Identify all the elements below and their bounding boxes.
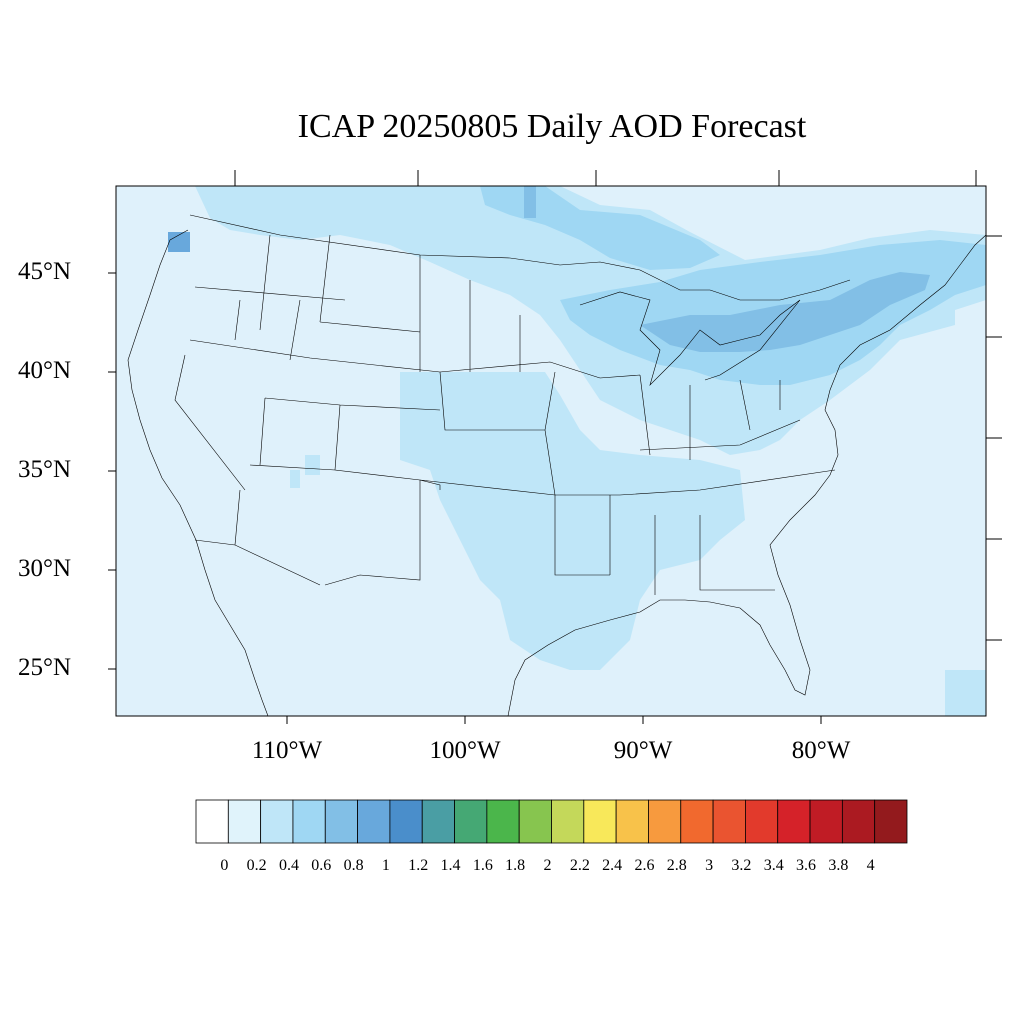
- great-lakes: [579, 291, 801, 387]
- colorbar-label: 1: [381, 857, 390, 874]
- colorbar-label: 3.8: [828, 857, 849, 874]
- colorbar-label: 2.8: [666, 857, 687, 874]
- colorbar-swatch: [421, 799, 455, 844]
- aod-band-core: [640, 272, 930, 352]
- colorbar-swatch: [615, 799, 649, 844]
- colorbar-label: 0.2: [246, 857, 267, 874]
- lon-label-110w: 110°W: [251, 737, 323, 764]
- colorbar-swatch: [809, 799, 843, 844]
- colorbar-swatch: [227, 799, 262, 844]
- lon-label-90w: 90°W: [613, 737, 673, 764]
- colorbar-swatch: [712, 799, 746, 844]
- colorbar-swatch: [518, 799, 552, 844]
- colorbar-label: 0.4: [278, 857, 299, 874]
- colorbar: [195, 799, 908, 844]
- colorbar-label: 0: [220, 857, 229, 874]
- colorbar-swatch: [680, 799, 714, 844]
- colorbar-swatch: [551, 799, 585, 844]
- lat-label-25: 25°N: [18, 654, 72, 681]
- colorbar-swatch: [777, 799, 811, 844]
- colorbar-swatch: [648, 799, 682, 844]
- lat-label-30: 30°N: [18, 555, 72, 582]
- colorbar-label: 0.8: [343, 857, 364, 874]
- boundaries: [127, 214, 987, 717]
- colorbar-swatch: [260, 799, 294, 844]
- colorbar-label: 2.4: [602, 857, 623, 874]
- colorbar-swatch: [486, 799, 520, 844]
- map-title: ICAP 20250805 Daily AOD Forecast: [297, 108, 807, 145]
- colorbar-label: 3.4: [763, 857, 784, 874]
- coastline-gulf: [507, 234, 987, 717]
- lat-label-45: 45°N: [18, 258, 72, 285]
- colorbar-swatch: [324, 799, 358, 844]
- lat-label-35: 35°N: [18, 456, 72, 483]
- colorbar-label: 3.2: [731, 857, 752, 874]
- colorbar-label: 4: [866, 857, 875, 874]
- aod-band-plains: [400, 372, 745, 670]
- colorbar-label: 2.2: [569, 857, 590, 874]
- colorbar-swatch: [745, 799, 779, 844]
- aod-patch-core-north: [524, 186, 536, 218]
- ticks: [108, 170, 1002, 724]
- colorbar-label: 1.4: [440, 857, 461, 874]
- colorbar-label: 1.8: [505, 857, 526, 874]
- colorbar-swatch: [292, 799, 326, 844]
- colorbar-swatch: [389, 799, 423, 844]
- aod-patch-pnw: [168, 232, 190, 252]
- aod-band-mid2: [480, 186, 720, 270]
- colorbar-label: 2: [543, 857, 552, 874]
- lon-label-100w: 100°W: [429, 737, 501, 764]
- colorbar-label: 3: [705, 857, 714, 874]
- colorbar-swatch: [841, 799, 876, 844]
- state-lines: [174, 234, 836, 595]
- colorbar-swatch: [583, 799, 617, 844]
- map-frame: [115, 185, 987, 717]
- colorbar-label: 1.2: [408, 857, 429, 874]
- colorbar-label: 3.6: [796, 857, 817, 874]
- colorbar-swatch: [195, 799, 229, 844]
- lat-label-40: 40°N: [18, 357, 72, 384]
- colorbar-label: 1.6: [472, 857, 493, 874]
- aod-patch-se: [945, 670, 986, 716]
- coastline-west: [127, 229, 269, 717]
- colorbar-swatch: [874, 799, 908, 844]
- aod-patch-sw: [290, 455, 320, 488]
- colorbar-label: 2.6: [634, 857, 655, 874]
- colorbar-swatch: [357, 799, 391, 844]
- lon-label-80w: 80°W: [791, 737, 851, 764]
- colorbar-label: 0.6: [311, 857, 332, 874]
- colorbar-swatch: [454, 799, 488, 844]
- aod-field: [116, 186, 986, 716]
